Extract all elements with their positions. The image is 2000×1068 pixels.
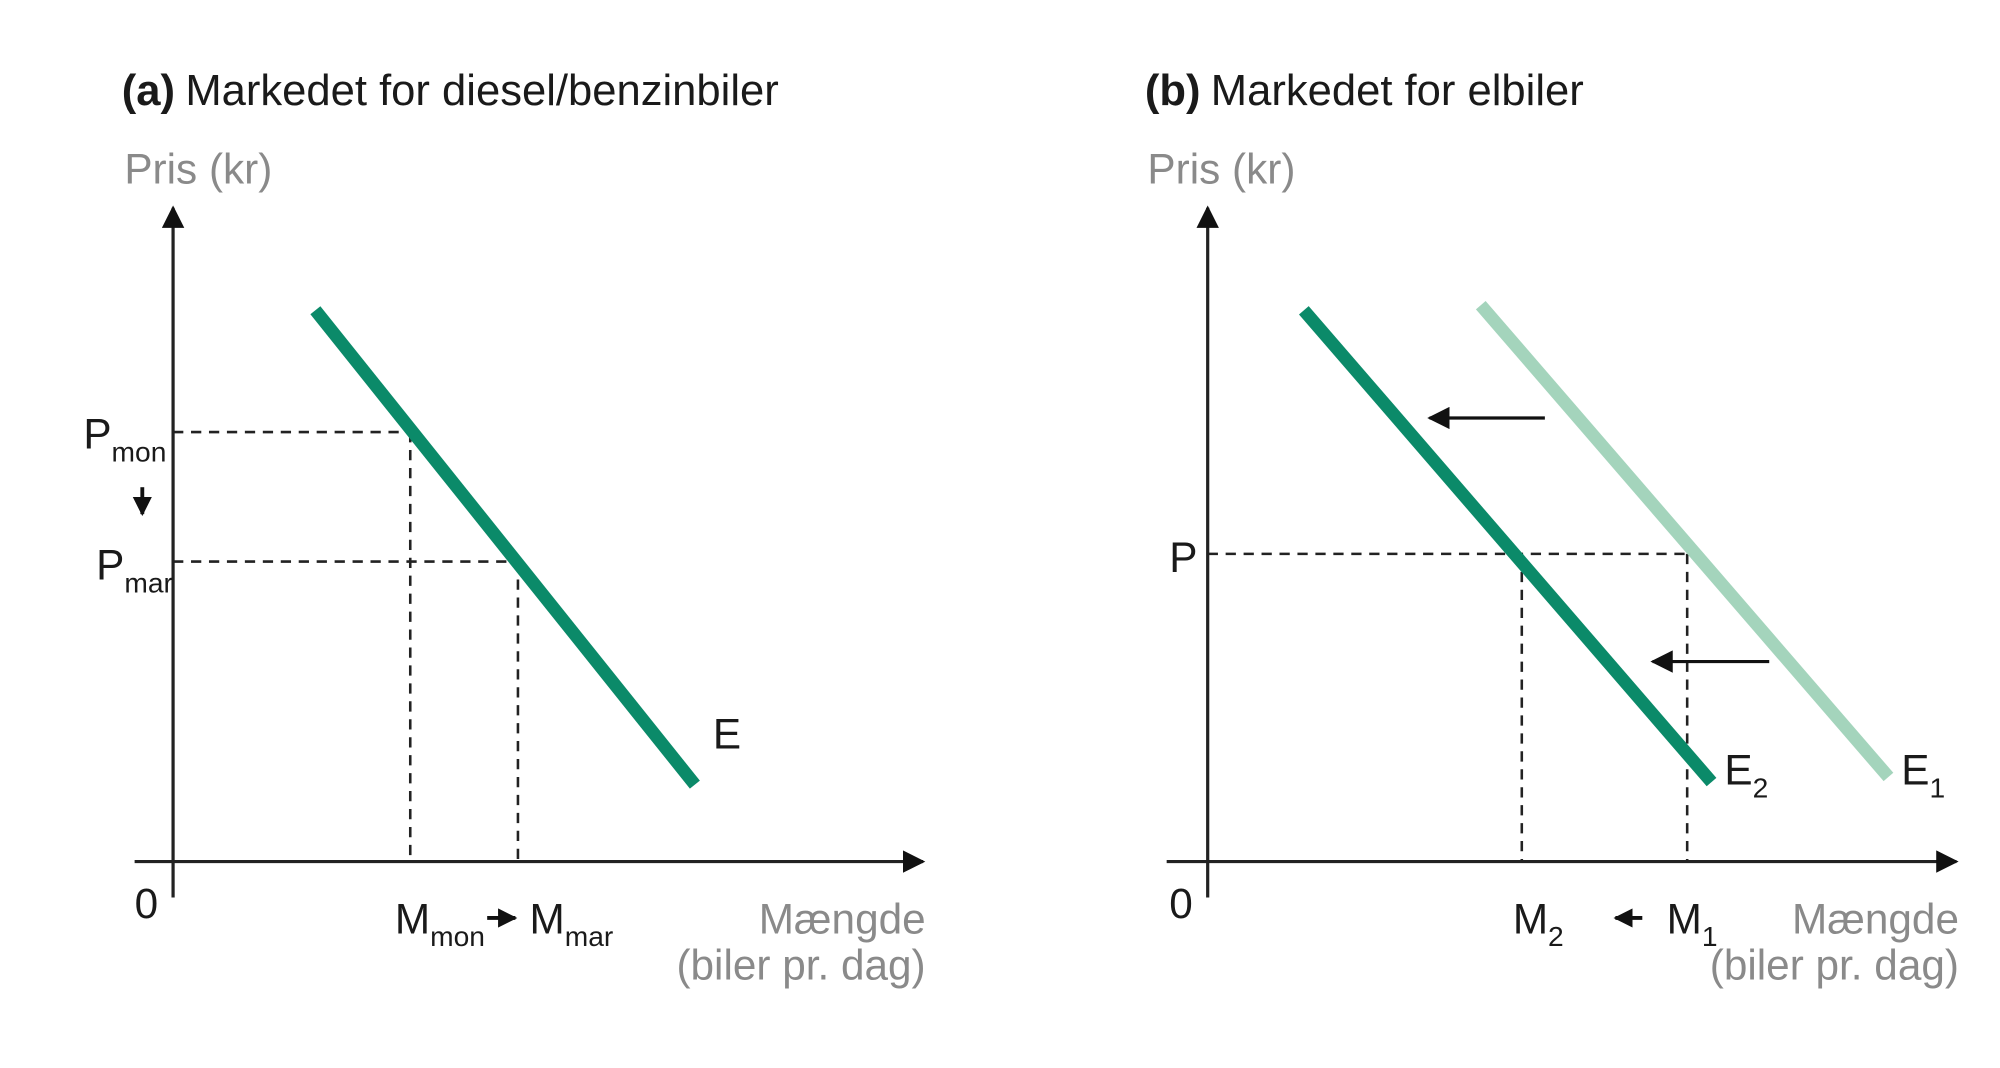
curve-label-main: E (1901, 747, 1929, 794)
origin-label: 0 (1169, 880, 1193, 927)
x-axis-label: (biler pr. dag) (1710, 942, 1959, 989)
price-label-main: P (83, 411, 111, 458)
panel-title-text: Markedet for elbiler (1211, 67, 1584, 115)
origin-label: 0 (135, 880, 159, 927)
quantity-label-main: M (395, 895, 430, 942)
curve-label-main: E (1724, 747, 1752, 794)
quantity-label-sub: 2 (1548, 920, 1564, 952)
price-label: Pmar (96, 542, 173, 599)
demand-curve-old (1475, 300, 1894, 782)
curve-label-main: E (713, 711, 741, 758)
quantity-label: Mmar (529, 895, 613, 952)
curve-label-sub: 2 (1753, 771, 1769, 803)
price-label-sub: mon (112, 436, 167, 468)
quantity-label-sub: mar (565, 920, 614, 952)
price-label-main: P (96, 542, 124, 589)
quantity-label-sub: 1 (1702, 920, 1718, 952)
panel-a-shapes (132, 205, 926, 928)
curve-label: E2 (1724, 747, 1768, 804)
panel-title: (b) Markedet for elbiler (1145, 67, 1584, 115)
curve-label: E1 (1901, 747, 1945, 804)
quantity-label-main: M (529, 895, 564, 942)
quantity-label: M1 (1667, 895, 1718, 952)
quantity-label-sub: mon (430, 920, 485, 952)
x-axis-label: Mængde (1792, 895, 1959, 942)
panel-label: (b) (1145, 67, 1201, 115)
quantity-label-main: M (1667, 895, 1702, 942)
curve-label-sub: 1 (1930, 771, 1946, 803)
y-axis-label: Pris (kr) (124, 145, 272, 192)
curve-label: E (713, 711, 741, 758)
quantity-label: Mmon (395, 895, 485, 952)
panel-b-shapes (1166, 205, 1959, 928)
panel-title: (a) Markedet for diesel/benzinbiler (122, 67, 779, 115)
x-axis-label: (biler pr. dag) (676, 942, 925, 989)
panel-title-text: Markedet for diesel/benzinbiler (185, 67, 778, 115)
x-axis-label: Mængde (759, 895, 926, 942)
price-label-main: P (1169, 534, 1197, 581)
quantity-label-main: M (1513, 895, 1548, 942)
price-label: P (1169, 534, 1197, 581)
price-label-sub: mar (124, 566, 173, 598)
price-label: Pmon (83, 411, 166, 468)
demand-curve-new (1298, 306, 1717, 787)
quantity-label: M2 (1513, 895, 1564, 952)
demand-curve (310, 306, 700, 789)
y-axis-label: Pris (kr) (1147, 145, 1295, 192)
panel-label: (a) (122, 67, 175, 115)
